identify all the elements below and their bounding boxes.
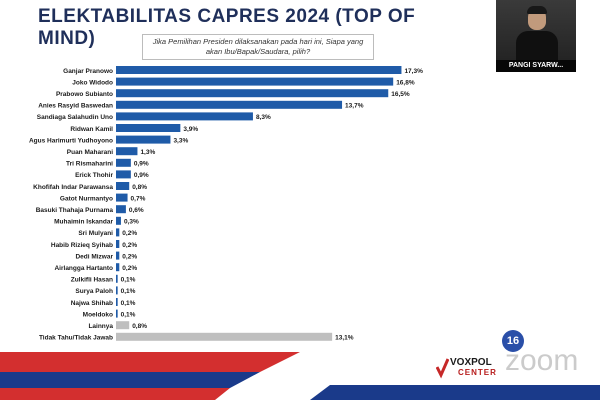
survey-question: Jika Pemilihan Presiden dilaksanakan pad… [142, 34, 374, 60]
category-label: Sri Mulyani [78, 230, 113, 237]
bar [116, 205, 126, 214]
value-label: 0,1% [121, 300, 136, 307]
category-label: Zulkifli Hasan [71, 277, 113, 284]
bar-other [116, 321, 130, 330]
value-label: 13,1% [335, 335, 354, 342]
webcam-thumbnail[interactable]: PANGI SYARW... [496, 0, 576, 72]
bar [116, 240, 120, 248]
bar [116, 286, 118, 295]
category-label: Najwa Shihab [71, 300, 113, 307]
voxpol-logo: VOXPOL CENTER [436, 357, 498, 385]
value-label: 0,8% [132, 184, 147, 191]
category-label: Ganjar Pranowo [63, 68, 113, 75]
checkmark-logo-icon [436, 358, 449, 379]
category-label: Surya Paloh [75, 288, 113, 295]
bar [116, 251, 120, 260]
category-label: Anies Rasyid Baswedan [38, 103, 113, 110]
value-label: 0,9% [134, 161, 149, 168]
participant-name: PANGI SYARW... [496, 60, 576, 72]
value-label: 0,9% [134, 172, 149, 179]
category-label: Muhaimin Iskandar [54, 219, 113, 226]
page-number-badge: 16 [502, 330, 524, 352]
value-label: 0,2% [122, 253, 137, 260]
value-label: 8,3% [256, 114, 271, 121]
footer-blue-stripe [0, 372, 260, 388]
value-label: 0,1% [121, 311, 136, 318]
value-label: 0,8% [132, 323, 147, 330]
bar [116, 112, 253, 121]
category-label: Dedi Mizwar [75, 253, 113, 260]
logo-line2: CENTER [458, 368, 497, 377]
bar [116, 135, 171, 144]
value-label: 0,2% [122, 242, 137, 249]
category-label: Tri Rismaharini [66, 161, 113, 168]
footer-red-stripe-bottom [0, 388, 230, 400]
bar [116, 66, 402, 74]
bar [116, 147, 138, 156]
category-label: Gatot Nurmantyo [60, 195, 113, 202]
category-label: Joko Widodo [72, 79, 113, 86]
footer-blue-stripe-right [310, 385, 600, 400]
value-label: 0,3% [124, 219, 139, 226]
category-label: Erick Thohir [75, 172, 113, 179]
category-label: Sandiaga Salahudin Uno [37, 114, 113, 121]
value-label: 16,5% [391, 91, 410, 98]
bar [116, 182, 130, 190]
category-label: Ridwan Kamil [70, 126, 113, 133]
bar [116, 298, 118, 306]
bar [116, 158, 131, 167]
value-label: 0,2% [122, 230, 137, 237]
category-label: Moeldoko [83, 311, 113, 318]
category-label: Lainnya [88, 323, 113, 330]
bar-other [116, 332, 333, 341]
bar [116, 228, 120, 237]
bar [116, 274, 118, 283]
bar [116, 309, 118, 318]
bar [116, 124, 181, 132]
bar [116, 100, 343, 109]
zoom-watermark: zoom [505, 344, 579, 377]
value-label: 0,1% [121, 288, 136, 295]
presenter-body [516, 31, 558, 61]
value-label: 3,3% [173, 137, 188, 144]
chart-title: ELEKTABILITAS CAPRES 2024 (TOP OF MIND) [38, 6, 416, 49]
category-label: Prabowo Subianto [56, 91, 113, 98]
bar [116, 216, 121, 225]
presenter-hair [527, 6, 547, 14]
value-label: 0,2% [122, 265, 137, 272]
bar [116, 89, 389, 98]
category-label: Khofifah Indar Parawansa [33, 184, 113, 191]
category-label: Puan Maharani [67, 149, 113, 156]
value-label: 0,1% [121, 277, 136, 284]
value-label: 0,7% [131, 195, 146, 202]
bar [116, 170, 131, 179]
category-label: Basuki Thahaja Purnama [36, 207, 114, 214]
value-label: 0,6% [129, 207, 144, 214]
bar [116, 263, 120, 272]
category-label: Agus Harimurti Yudhoyono [29, 137, 113, 144]
bar [116, 193, 128, 202]
value-label: 1,3% [140, 149, 155, 156]
value-label: 13,7% [345, 103, 364, 110]
category-label: Habib Rizieq Syihab [51, 242, 113, 249]
value-label: 16,8% [396, 79, 415, 86]
footer-red-stripe [0, 352, 300, 372]
value-label: 3,9% [183, 126, 198, 133]
logo-line1: VOXPOL [450, 357, 492, 368]
bar [116, 77, 394, 86]
category-label: Airlangga Hartanto [54, 265, 113, 272]
category-label: Tidak Tahu/Tidak Jawab [39, 335, 113, 342]
value-label: 17,3% [404, 68, 423, 75]
